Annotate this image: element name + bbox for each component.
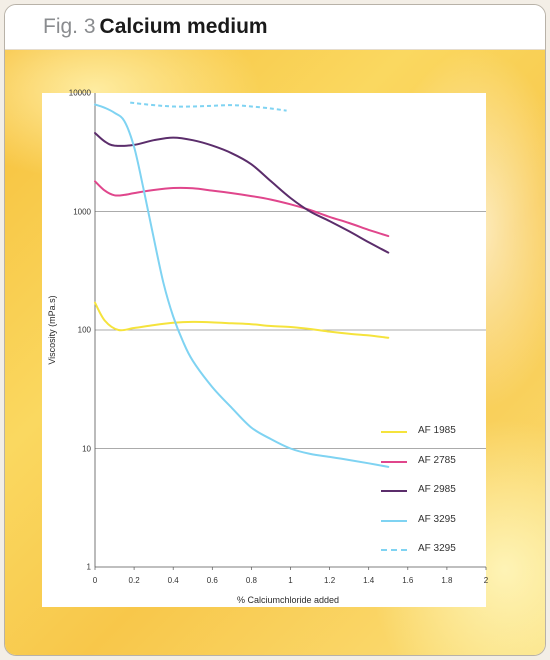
- legend-label: AF 2785: [418, 454, 456, 466]
- y-tick-label: 10000: [68, 88, 91, 98]
- y-tick-label: 10: [82, 444, 91, 453]
- x-tick-label: 1.4: [363, 576, 375, 585]
- x-tick-label: 0: [92, 576, 98, 585]
- legend-swatch: [381, 431, 407, 433]
- legend-label: AF 1985: [418, 425, 456, 436]
- x-tick-label: 0.2: [128, 576, 140, 585]
- figure-header: Fig. 3 Calcium medium: [5, 5, 545, 50]
- series-line: [94, 132, 390, 254]
- axes: [94, 93, 487, 570]
- legend-swatch: [381, 549, 407, 551]
- legend-label: AF 2985: [418, 484, 456, 495]
- series-lines: [94, 101, 390, 468]
- series-line: [94, 180, 390, 238]
- series-line: [94, 301, 390, 339]
- y-tick-label: 1: [86, 562, 91, 572]
- x-tick-label: 0.4: [167, 576, 179, 585]
- legend-swatch: [381, 490, 407, 492]
- figure-title: Fig. 3 Calcium medium: [43, 15, 268, 39]
- legend-swatch: [381, 460, 407, 463]
- x-tick-label: 0.8: [245, 576, 257, 585]
- legend-swatch: [381, 519, 407, 522]
- x-axis-label: % Calciumchloride added: [236, 595, 340, 605]
- x-tick-label: 1.8: [441, 576, 453, 585]
- legend-label: AF 3295: [418, 513, 456, 525]
- y-tick-label: 100: [77, 325, 91, 335]
- figure-name: Calcium medium: [99, 15, 268, 38]
- x-tick-label: 1: [288, 576, 293, 585]
- series-line: [130, 101, 287, 112]
- y-axis-label: Viscosity (mPa.s): [47, 295, 57, 365]
- legend-label: AF 3295: [418, 543, 456, 554]
- series-line: [94, 103, 390, 468]
- x-tick-label: 2: [483, 576, 489, 585]
- x-tick-label: 0.6: [206, 576, 218, 585]
- figure-number: Fig. 3: [43, 15, 96, 38]
- y-tick-label: 1000: [73, 207, 91, 216]
- x-tick-label: 1.2: [324, 576, 336, 585]
- x-tick-label: 1.6: [402, 576, 414, 585]
